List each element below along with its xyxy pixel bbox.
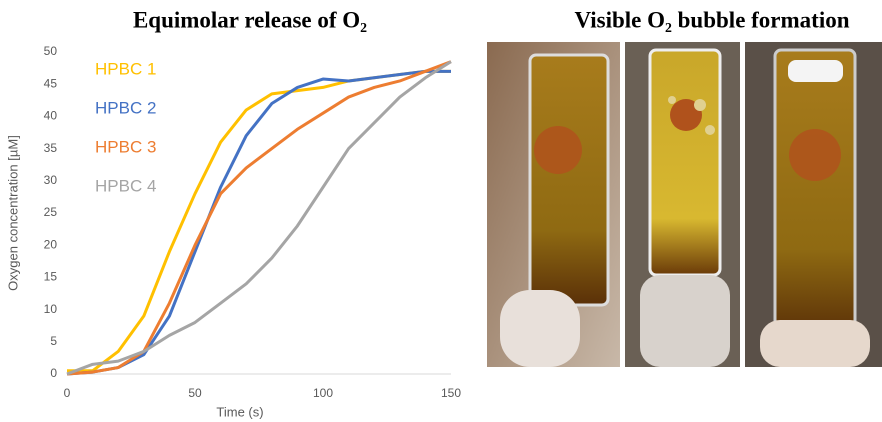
photos — [487, 42, 882, 367]
y-tick-label: 0 — [50, 366, 57, 380]
figure: Equimolar release of O₂ Visible O₂ bubbl… — [0, 0, 882, 422]
y-tick-label: 50 — [44, 44, 58, 58]
y-tick-label: 15 — [44, 270, 58, 284]
x-tick-label: 50 — [188, 386, 202, 400]
x-tick-label: 100 — [313, 386, 333, 400]
x-tick-label: 0 — [64, 386, 71, 400]
y-tick-label: 30 — [44, 173, 58, 187]
y-tick-label: 10 — [44, 302, 58, 316]
y-tick-label: 5 — [50, 334, 57, 348]
legend-entry: HPBC 2 — [95, 98, 156, 117]
x-axis-label: Time (s) — [216, 404, 263, 419]
y-axis-label: Oxygen concentration [µM] — [5, 135, 20, 291]
chart-title: Equimolar release of O₂ — [133, 7, 367, 32]
y-tick-label: 40 — [44, 109, 58, 123]
y-tick-label: 20 — [44, 237, 58, 251]
legend-entry: HPBC 1 — [95, 59, 156, 78]
legend-entry: HPBC 3 — [95, 137, 156, 156]
x-tick-label: 150 — [441, 386, 461, 400]
photo-title: Visible O₂ bubble formation — [574, 7, 849, 32]
y-tick-label: 35 — [44, 141, 58, 155]
legend-entry: HPBC 4 — [95, 176, 156, 195]
y-tick-label: 45 — [44, 76, 58, 90]
y-tick-label: 25 — [44, 205, 58, 219]
